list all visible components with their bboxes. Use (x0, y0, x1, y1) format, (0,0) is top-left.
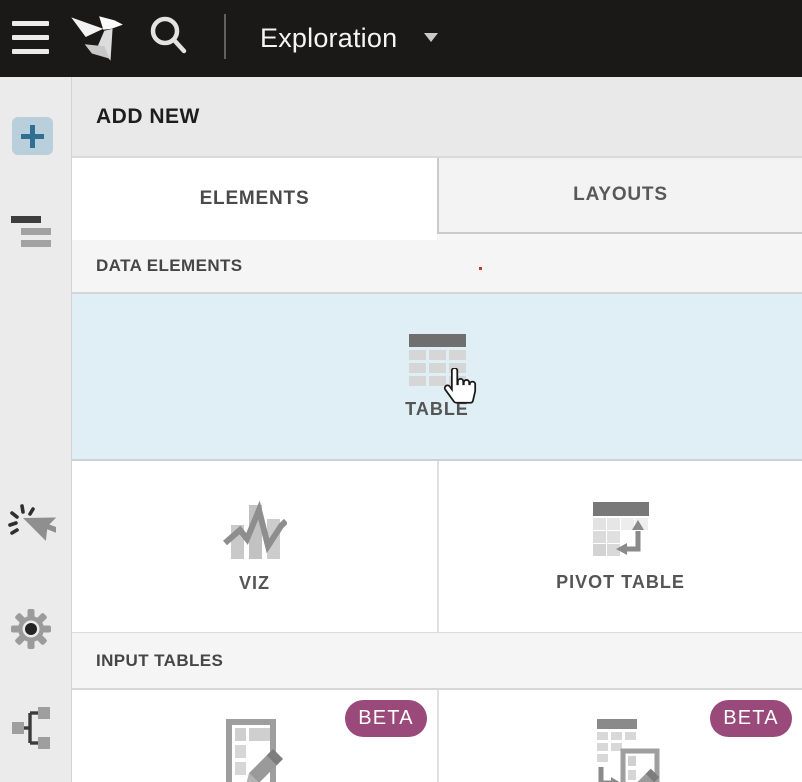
table-grid-icon (408, 333, 466, 386)
tile-label: VIZ (238, 573, 270, 593)
tab-layouts[interactable]: LAYOUTS (437, 158, 802, 240)
click-cursor-icon[interactable] (6, 503, 56, 559)
add-new-panel: ADD NEW ELEMENTS LAYOUTS DATA ELEMENTS T… (72, 77, 802, 782)
page-list-icon (11, 216, 41, 223)
red-dot-artifact (479, 267, 482, 270)
chevron-down-icon[interactable] (424, 33, 438, 49)
page-outline-button[interactable] (11, 216, 51, 247)
sidebar (0, 77, 72, 782)
beta-badge: BETA (710, 700, 792, 737)
add-element-button[interactable] (12, 117, 53, 155)
tile-label: PIVOT TABLE (556, 572, 685, 592)
lineage-icon[interactable] (12, 703, 52, 753)
input-tables-row: BETA BETA (72, 690, 802, 782)
tab-bar: ELEMENTS LAYOUTS (72, 158, 802, 240)
tile-pivot-table[interactable]: PIVOT TABLE (437, 461, 802, 632)
tile-linked-input-table[interactable]: BETA (437, 690, 802, 782)
workbook-title[interactable]: Exploration (260, 23, 398, 53)
sigma-bird-logo-icon (71, 16, 123, 61)
section-header-input-tables: INPUT TABLES (72, 632, 802, 690)
tile-viz[interactable]: VIZ (72, 461, 437, 632)
topbar-divider (224, 14, 226, 59)
tile-label: TABLE (405, 398, 469, 419)
hand-cursor (443, 368, 477, 404)
pivot-grid-arrow-icon (592, 502, 649, 556)
beta-badge: BETA (345, 700, 427, 737)
gear-icon[interactable] (10, 608, 52, 650)
bar-line-chart-icon (222, 500, 287, 559)
panel-title: ADD NEW (72, 77, 802, 158)
tile-empty-input-table[interactable]: BETA (72, 690, 437, 782)
section-label: DATA ELEMENTS (96, 256, 243, 275)
tile-table[interactable]: TABLE (72, 294, 802, 461)
section-label: INPUT TABLES (96, 650, 224, 670)
tab-elements[interactable]: ELEMENTS (72, 158, 437, 240)
plus-icon (21, 124, 44, 148)
hamburger-menu-icon[interactable] (12, 21, 49, 54)
topbar: Exploration (0, 0, 802, 77)
data-elements-row: VIZ PIVOT TABLE (72, 461, 802, 632)
linked-input-table-pencil-icon (597, 719, 660, 782)
empty-input-table-pencil-icon (226, 719, 283, 782)
search-icon[interactable] (146, 12, 190, 60)
section-header-data-elements: DATA ELEMENTS (72, 240, 802, 294)
